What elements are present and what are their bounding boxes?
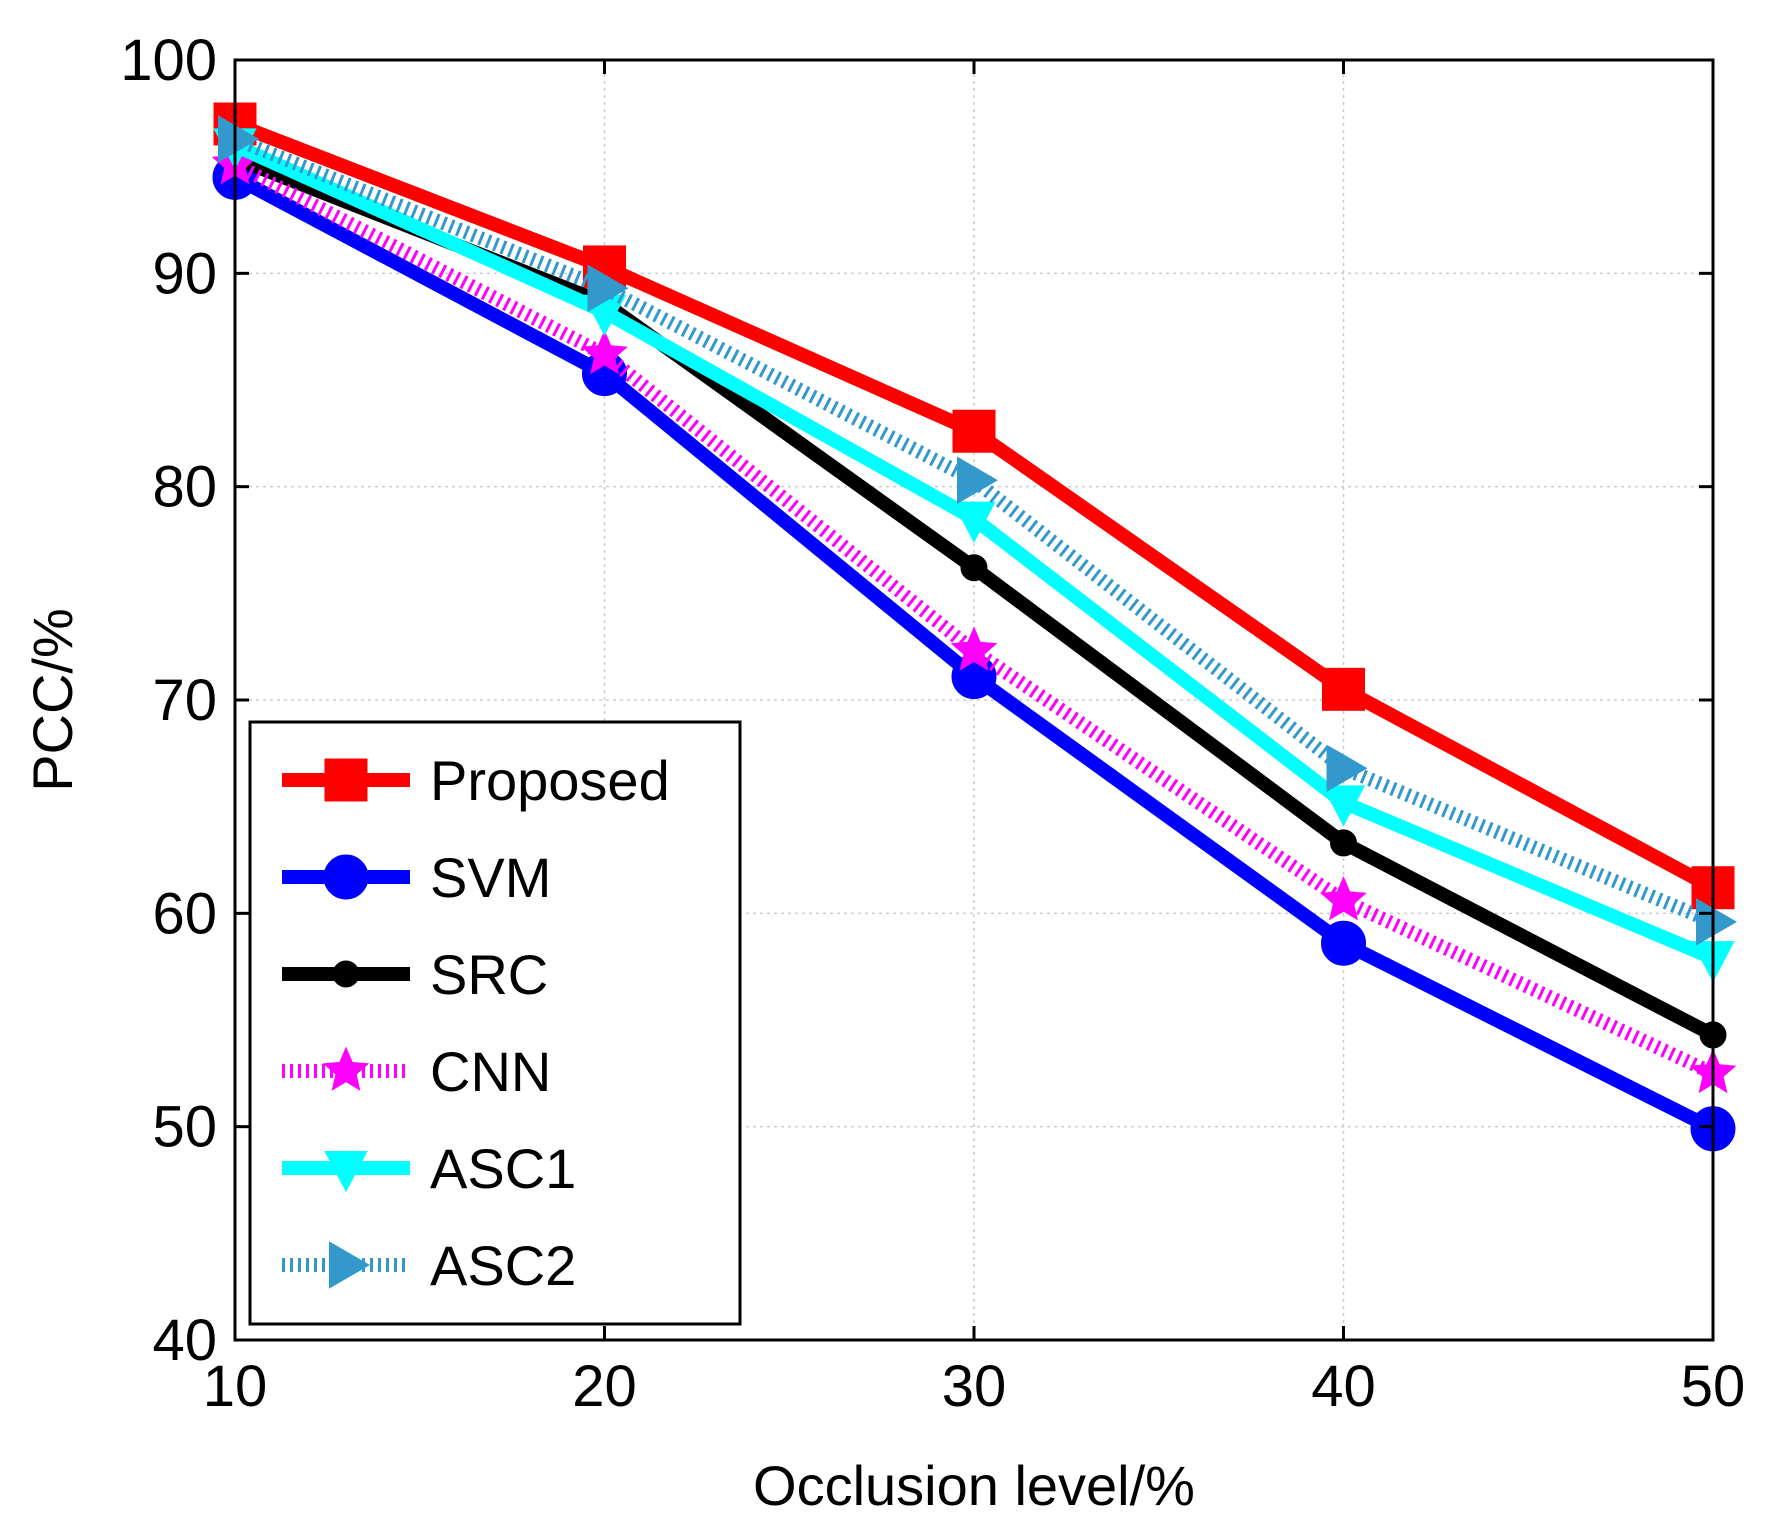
legend-item-svm: SVM <box>282 846 551 909</box>
legend-marker <box>322 1046 370 1091</box>
y-tick-label: 60 <box>152 881 217 946</box>
y-tick-label: 100 <box>120 28 217 93</box>
legend-item-src: SRC <box>282 943 548 1006</box>
legend-item-proposed: Proposed <box>282 749 670 812</box>
legend-label: CNN <box>430 1040 551 1103</box>
ticks: 10 20 30 40 50 40 50 60 70 80 90 100 <box>120 28 1745 1419</box>
legend: Proposed SVM SRC CNN ASC1 ASC2 <box>248 720 742 1326</box>
x-tick-label: 20 <box>572 1354 637 1419</box>
data-point <box>1330 829 1357 857</box>
legend-item-asc1: ASC1 <box>282 1137 576 1200</box>
y-tick-label: 50 <box>152 1095 217 1160</box>
legend-marker <box>329 1241 370 1289</box>
series-line <box>232 132 1716 929</box>
series-asc2 <box>218 115 1737 946</box>
data-point <box>587 264 629 313</box>
series-svm <box>212 154 1736 1152</box>
y-tick-label: 80 <box>152 455 217 520</box>
legend-marker <box>324 758 368 802</box>
data-point <box>957 456 998 505</box>
y-axis-label: PCC/% <box>21 608 84 792</box>
x-tick-label: 30 <box>942 1354 1007 1419</box>
x-tick-label: 40 <box>1311 1354 1376 1419</box>
y-tick-label: 90 <box>152 241 217 306</box>
data-point <box>1322 667 1365 711</box>
legend-label: ASC2 <box>430 1234 576 1297</box>
data-point <box>1321 920 1366 966</box>
data-point <box>1696 898 1737 946</box>
legend-label: SVM <box>430 846 551 909</box>
legend-label: Proposed <box>430 749 670 812</box>
data-point <box>1326 744 1368 793</box>
data-point <box>952 501 996 543</box>
y-tick-label: 40 <box>152 1308 217 1373</box>
legend-marker <box>332 960 360 988</box>
legend-marker <box>323 854 369 900</box>
data-point <box>960 554 988 582</box>
legend-item-cnn: CNN <box>282 1040 551 1103</box>
legend-label: SRC <box>430 943 548 1006</box>
data-point <box>950 626 998 671</box>
x-tick-label: 50 <box>1681 1354 1746 1419</box>
data-point <box>952 409 996 453</box>
series-layer <box>211 102 1737 1152</box>
x-tick-label: 10 <box>203 1354 268 1419</box>
legend-label: ASC1 <box>430 1137 576 1200</box>
data-point <box>1320 875 1367 921</box>
legend-marker <box>324 1151 368 1193</box>
legend-item-asc2: ASC2 <box>282 1234 576 1297</box>
data-point <box>1321 785 1366 827</box>
data-point <box>581 329 628 375</box>
x-axis-label: Occlusion level/% <box>753 1454 1195 1517</box>
y-tick-label: 70 <box>152 668 217 733</box>
data-point <box>218 115 259 163</box>
legend-box <box>248 720 742 1326</box>
